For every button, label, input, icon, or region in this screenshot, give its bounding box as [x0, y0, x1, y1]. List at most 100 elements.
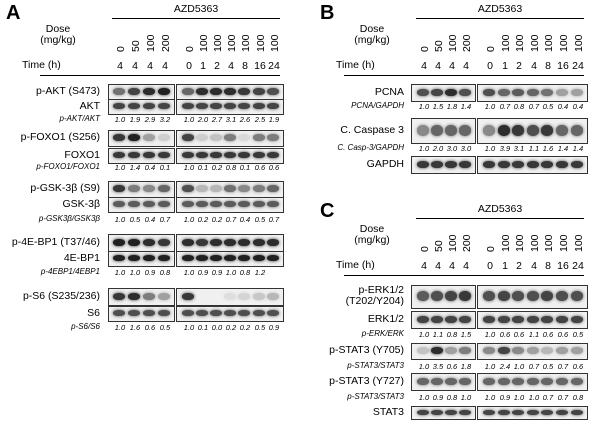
panel-c-band: [498, 347, 510, 354]
panel-c-band: [417, 315, 429, 323]
panel-a-band: [128, 238, 140, 246]
panel-a-ratio-value: 0.7: [225, 215, 237, 224]
panel-a-band: [196, 88, 208, 95]
panel-c-ratio-value: 0.8: [446, 330, 458, 339]
panel-a-ratio-value: 0.6: [268, 163, 280, 172]
panel-b-band: [498, 160, 510, 168]
panel-c-ratio-value: 1.0: [513, 393, 525, 402]
panel-a-blot-strip: [108, 197, 175, 213]
panel-c-dose-value: 0: [485, 246, 497, 252]
panel-c-band: [445, 377, 457, 385]
panel-a-time-value: 16: [254, 60, 266, 72]
panel-a-band: [224, 134, 236, 141]
panel-a-band: [196, 152, 208, 158]
panel-b-ratio-value: 0.4: [557, 102, 569, 111]
panel-a-band: [158, 185, 170, 192]
panel-b-ratio-value: 1.0: [484, 102, 496, 111]
panel-a-band: [267, 255, 279, 261]
panel-a-blot-strip: [176, 288, 284, 306]
panel-c-band: [498, 315, 510, 323]
panel-a-band: [196, 185, 208, 192]
panel-c-band: [459, 291, 471, 301]
panel-c-band: [417, 291, 429, 301]
panel-a-ratio-value: 0.2: [211, 215, 223, 224]
panel-a-band: [267, 134, 279, 141]
panel-a-drug-line: [112, 18, 280, 19]
panel-c-dose-value: 100: [447, 234, 459, 252]
panel-a-band: [113, 201, 125, 207]
panel-c-blot-strip: [477, 373, 588, 391]
panel-c-dose-value: 0: [419, 246, 431, 252]
panel-a-band: [238, 292, 250, 300]
panel-a-ratio-value: 0.9: [268, 323, 280, 332]
panel-a-letter: A: [6, 2, 21, 24]
panel-a-dose-value: 100: [240, 34, 252, 52]
panel-c-band: [556, 409, 568, 415]
panel-b-band: [459, 88, 471, 96]
panel-a-blot-label: S6: [87, 306, 100, 319]
panel-c-time-value: 4: [421, 260, 427, 272]
panel-b-ratio-value: 1.0: [418, 144, 430, 153]
panel-c-dose-value: 100: [529, 234, 541, 252]
panel-c-band: [571, 291, 583, 301]
panel-b-band: [512, 160, 524, 168]
panel-c-blot-strip: [477, 406, 588, 420]
panel-a-ratio-value: 1.0: [114, 163, 126, 172]
panel-b-ratio-value: 0.4: [572, 102, 584, 111]
panel-a-blot-strip: [108, 130, 175, 147]
panel-a-band: [158, 103, 170, 109]
panel-a-time-value: 0: [186, 60, 192, 72]
panel-c-ratio-value: 0.7: [542, 393, 554, 402]
panel-a-band: [143, 255, 155, 261]
panel-a-dose-label: Dose (mg/kg): [40, 23, 76, 46]
panel-a-band: [182, 152, 194, 158]
panel-a-band: [224, 292, 236, 300]
panel-b-ratio-value: 3.0: [460, 144, 472, 153]
panel-c-drug-name: AZD5363: [477, 203, 523, 215]
panel-b-ratio-value: 3.0: [446, 144, 458, 153]
panel-b-band: [417, 88, 429, 96]
panel-c-band: [541, 377, 553, 385]
panel-a-blot-strip: [176, 148, 284, 164]
panel-a-band: [210, 201, 222, 207]
panel-b-band: [431, 88, 443, 96]
panel-c-band: [556, 347, 568, 354]
panel-a-band: [224, 238, 236, 246]
panel-a-band: [267, 152, 279, 158]
panel-c-dose-value: 50: [433, 240, 445, 252]
panel-a-band: [253, 134, 265, 141]
panel-b-band: [459, 124, 471, 136]
panel-a-ratio-value: 1.0: [114, 323, 126, 332]
panel-c-ratio-value: 1.0: [418, 330, 430, 339]
panel-a-band: [113, 255, 125, 261]
panel-a-blot-label: 4E-BP1: [63, 251, 100, 264]
panel-a-band: [224, 88, 236, 95]
panel-c-blot-strip: [477, 343, 588, 360]
panel-b-dose-value: 100: [514, 34, 526, 52]
panel-a-band: [158, 310, 170, 316]
panel-a-ratio-value: 0.8: [225, 163, 237, 172]
panel-b-band: [483, 88, 495, 96]
panel-c-ratio-value: 0.6: [446, 362, 458, 371]
panel-a-dose-value: 0: [115, 46, 127, 52]
panel-c-ratio-value: 0.6: [542, 330, 554, 339]
panel-b-band: [483, 160, 495, 168]
panel-a-band: [113, 103, 125, 109]
panel-a-dose-value: 100: [198, 34, 210, 52]
panel-a-band: [224, 185, 236, 192]
panel-c-blot-label: STAT3: [372, 405, 404, 418]
panel-c-ratio-value: 1.8: [460, 362, 472, 371]
panel-a-band: [143, 201, 155, 207]
panel-a-band: [143, 292, 155, 300]
panel-b-header-divider: [344, 75, 584, 76]
panel-c-band: [541, 315, 553, 323]
panel-a-band: [238, 310, 250, 316]
panel-a-band: [182, 103, 194, 109]
panel-b-blot-strip: [411, 156, 476, 174]
panel-b-dose-value: 0: [485, 46, 497, 52]
panel-c-dose-value: 100: [500, 234, 512, 252]
panel-c-time-value: 2: [516, 260, 522, 272]
panel-a-band: [113, 152, 125, 158]
panel-b-ratio-value: 1.4: [572, 144, 584, 153]
panel-a-band: [196, 255, 208, 261]
